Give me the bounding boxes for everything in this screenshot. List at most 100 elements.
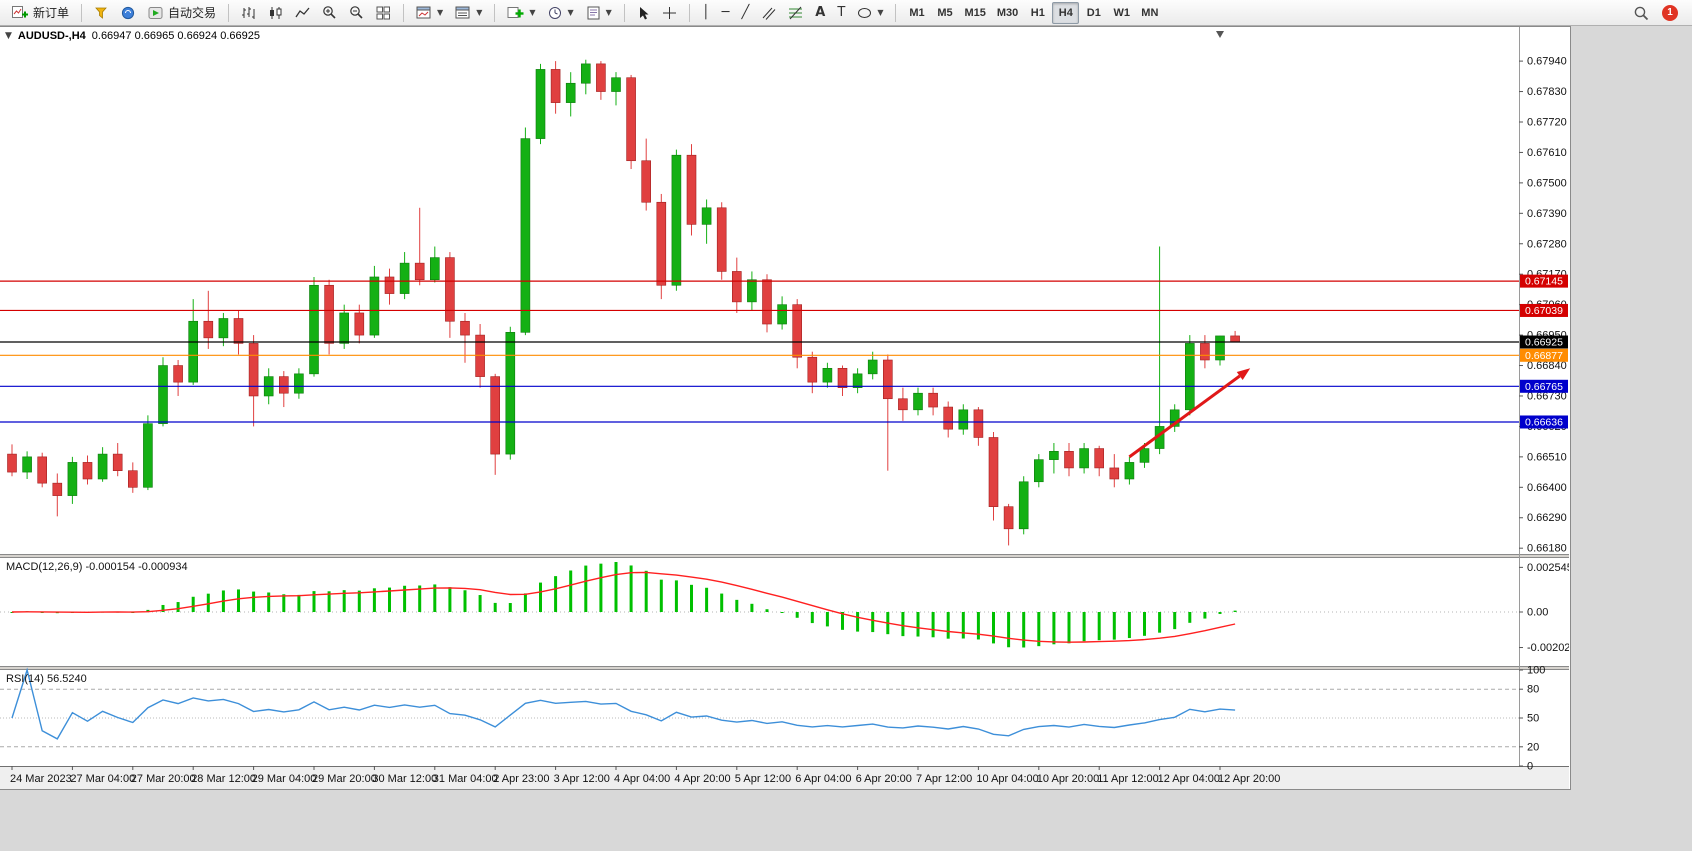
toolbar-separator	[688, 3, 690, 22]
timeframe-H4[interactable]: H4	[1052, 1, 1080, 24]
zoom-in-button[interactable]	[317, 2, 342, 24]
shapes-tool-button[interactable]: ▼	[852, 2, 888, 24]
candle	[173, 365, 183, 383]
toolbar-separator	[494, 3, 496, 22]
svg-text:29 Mar 04:00: 29 Mar 04:00	[252, 773, 317, 785]
new-order-button[interactable]: 新订单	[6, 2, 74, 24]
candle	[1064, 451, 1074, 469]
line-chart-button[interactable]	[290, 2, 315, 24]
chart-canvas[interactable]: 0.67940 0.67830 0.67720 0.67610 0.67500 0.673…	[0, 27, 1577, 789]
cursor-button[interactable]	[632, 2, 655, 24]
dropdown-caret-icon: ▼	[605, 8, 612, 17]
candle	[807, 356, 818, 383]
svg-text:28 Mar 12:00: 28 Mar 12:00	[191, 773, 256, 785]
svg-text:20: 20	[1527, 741, 1539, 753]
autotrading-label: 自动交易	[168, 6, 217, 20]
candle	[973, 409, 984, 438]
tile-windows-button[interactable]	[371, 2, 396, 24]
timeframe-D1[interactable]: D1	[1080, 2, 1107, 24]
candle	[52, 482, 63, 496]
shapes-icon	[858, 7, 872, 18]
candle	[641, 160, 652, 203]
timeframe-H1[interactable]: H1	[1024, 2, 1051, 24]
text-tool-button[interactable]: A	[810, 2, 830, 24]
crosshair-button[interactable]	[657, 2, 682, 24]
timeframe-W1[interactable]: W1	[1108, 2, 1135, 24]
search-button[interactable]	[1628, 2, 1654, 24]
zoom-out-icon	[350, 6, 363, 19]
trendline-tool-button[interactable]: ╱	[736, 2, 754, 24]
candle	[143, 423, 153, 488]
autotrading-icon	[148, 6, 163, 19]
timeframe-M30[interactable]: M30	[992, 2, 1023, 24]
channel-tool-button[interactable]	[756, 2, 781, 24]
candle	[867, 359, 878, 375]
candle	[852, 373, 863, 388]
candle	[128, 470, 138, 488]
svg-text:4 Apr 20:00: 4 Apr 20:00	[674, 773, 730, 785]
candle	[1018, 481, 1029, 530]
toolbar-separator	[81, 3, 83, 22]
candle	[1049, 451, 1059, 460]
vertical-line-tool-button[interactable]: │	[697, 2, 715, 24]
trend-arrow[interactable]	[1128, 368, 1251, 459]
autotrading-button[interactable]: 自动交易	[143, 2, 221, 24]
svg-text:0.002545: 0.002545	[1527, 562, 1569, 574]
profiles-button[interactable]: ▼	[450, 2, 487, 24]
dropdown-caret-icon: ▼	[529, 8, 536, 17]
candle	[1003, 506, 1014, 530]
bar-chart-button[interactable]	[236, 2, 261, 24]
rsi-line	[11, 667, 1236, 740]
ohlc-values: 0.66947 0.66965 0.66924 0.66925	[91, 30, 260, 42]
candle	[747, 279, 757, 303]
label-tool-icon: T	[837, 5, 846, 20]
pane-separator[interactable]	[0, 666, 1569, 670]
pane-separator[interactable]	[0, 554, 1569, 558]
svg-text:0.66730: 0.66730	[1527, 390, 1567, 402]
horizontal-line-tool-button[interactable]: ─	[717, 2, 735, 24]
candle	[294, 373, 304, 394]
svg-text:6 Apr 20:00: 6 Apr 20:00	[856, 773, 912, 785]
chart-shift-marker[interactable]	[1216, 31, 1224, 38]
zoom-out-button[interactable]	[344, 2, 369, 24]
candle	[445, 257, 455, 322]
horizontal-lines-layer[interactable]	[0, 280, 1519, 423]
timeframe-M5[interactable]: M5	[931, 2, 958, 24]
svg-text:0.66180: 0.66180	[1527, 543, 1567, 555]
candle	[520, 138, 531, 333]
metaeditor-button[interactable]	[89, 2, 114, 24]
trendline-icon: ╱	[741, 5, 750, 20]
candle	[188, 320, 198, 383]
fibonacci-tool-button[interactable]	[783, 2, 808, 24]
timeframe-M15[interactable]: M15	[959, 2, 990, 24]
dropdown-caret-icon: ▼	[567, 8, 574, 17]
timeframe-M1[interactable]: M1	[903, 2, 930, 24]
candle	[82, 462, 93, 480]
new-chart-button[interactable]: ▼	[411, 2, 448, 24]
svg-text:24 Mar 2023: 24 Mar 2023	[10, 773, 72, 785]
template-icon	[587, 6, 600, 19]
candle	[112, 453, 123, 471]
templates-button[interactable]: ▼	[581, 2, 617, 24]
one-click-trading-arrow[interactable]: ▼	[5, 31, 12, 41]
timeframe-MN[interactable]: MN	[1136, 2, 1163, 24]
candle	[339, 312, 350, 344]
svg-text:0.66840: 0.66840	[1527, 360, 1567, 372]
add-indicator-button[interactable]: ▼	[502, 2, 540, 24]
metaeditor-icon	[95, 7, 107, 19]
periods-button[interactable]: ▼	[543, 2, 579, 24]
navigator-button[interactable]	[116, 2, 141, 24]
label-tool-button[interactable]: T	[832, 2, 850, 24]
svg-text:0: 0	[1527, 761, 1533, 773]
notification-badge[interactable]: 1	[1662, 4, 1678, 21]
rsi-label: RSI(14) 56.5240	[6, 673, 87, 685]
candlestick-chart-button[interactable]	[263, 2, 288, 24]
candle	[278, 376, 289, 394]
candle	[399, 262, 410, 294]
toolbar-separator	[228, 3, 230, 22]
candle	[490, 376, 501, 455]
candles-layer	[7, 59, 1240, 546]
timeframe-group: M1 M5 M15 M30 H1 H4 D1 W1 MN	[903, 1, 1163, 24]
svg-text:10 Apr 04:00: 10 Apr 04:00	[976, 773, 1038, 785]
